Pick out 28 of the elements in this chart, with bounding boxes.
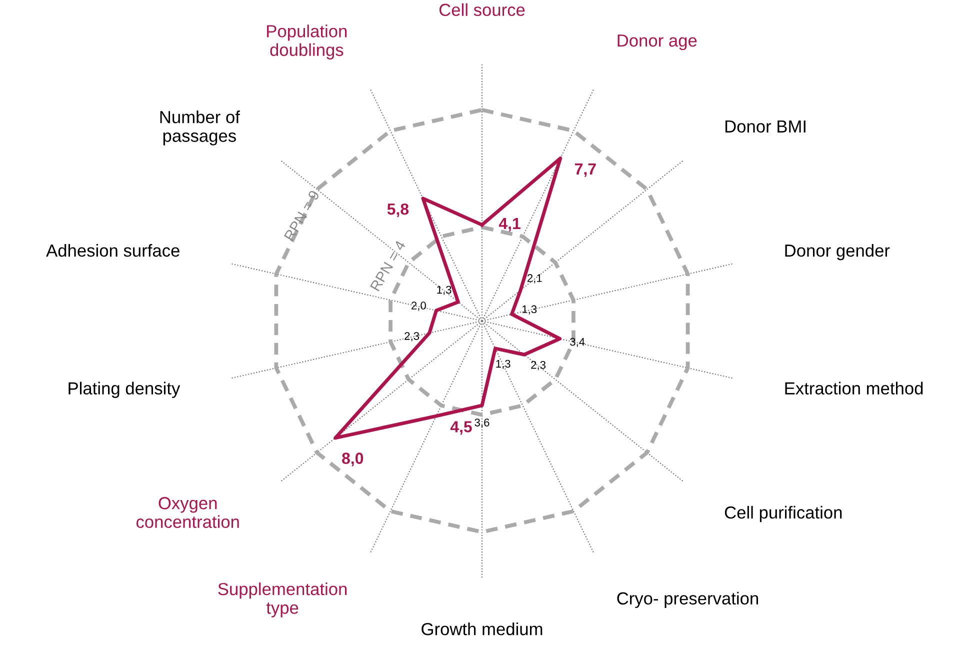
spoke-label: Population doublings — [267, 24, 347, 60]
data-label: 3,6 — [474, 418, 490, 428]
data-label: 1,3 — [522, 305, 537, 314]
data-label: 2,3 — [404, 332, 420, 342]
spoke-label: Adhesion surface — [46, 244, 180, 257]
spoke-label: Cell source — [439, 3, 525, 16]
spoke-label: Donor BMI — [725, 120, 806, 133]
data-label: 2,1 — [527, 274, 542, 284]
data-label: 7,7 — [574, 163, 596, 177]
spoke-label: Extraction method — [785, 382, 923, 395]
data-label: 4,1 — [498, 218, 520, 232]
spoke-label: Cryo- preservation — [617, 592, 758, 608]
data-label: 1,3 — [496, 360, 510, 370]
spoke-label: Cell purification — [724, 506, 842, 522]
data-label: 8,0 — [342, 452, 364, 466]
spoke-label: Donor gender — [785, 244, 890, 260]
data-label: 2,3 — [531, 360, 546, 370]
data-label: 2,0 — [412, 302, 426, 311]
data-label: 3,4 — [570, 338, 585, 348]
spoke-label: Donor age — [618, 34, 697, 50]
data-label: 1,3 — [437, 286, 452, 296]
data-label: 4,5 — [450, 421, 472, 435]
spoke-label: Number of passages — [160, 110, 240, 146]
spoke-label: Oxygen concentration — [136, 497, 239, 528]
data-label: 5,8 — [387, 203, 409, 218]
spoke-label: Growth medium — [422, 622, 542, 636]
spoke-label: Plating density — [68, 382, 180, 398]
spoke-label: Supplementation type — [218, 582, 347, 618]
